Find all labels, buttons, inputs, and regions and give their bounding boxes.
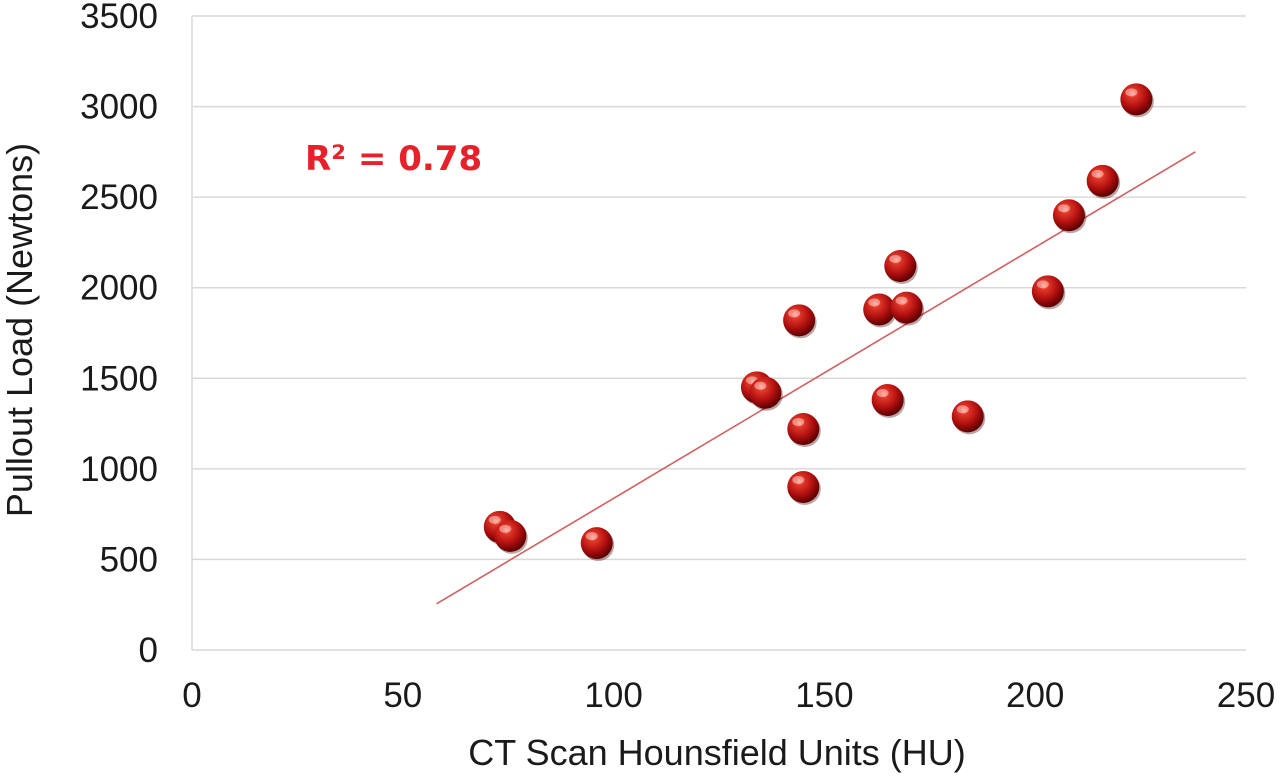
y-tick-label: 2500: [80, 178, 158, 217]
data-point: [1120, 83, 1154, 118]
y-tick-label: 0: [139, 631, 158, 670]
y-tick-label: 1500: [80, 359, 158, 398]
data-point: [749, 376, 783, 411]
x-axis-title: CT Scan Hounsfield Units (HU): [468, 732, 966, 773]
data-point: [783, 304, 817, 339]
data-point: [871, 384, 906, 419]
data-point: [890, 291, 925, 326]
data-point: [494, 519, 528, 554]
data-point: [1031, 275, 1066, 310]
y-tick-label: 500: [100, 540, 158, 579]
y-tick-label: 2000: [80, 269, 158, 308]
x-tick-label: 200: [1006, 676, 1064, 715]
data-point: [951, 400, 986, 435]
axes: 0 500 1000 1500 2000 2500 3000 3500 0 50 100 150 200…: [80, 0, 1275, 715]
data-point: [580, 527, 615, 562]
data-point: [884, 249, 918, 284]
x-tick-label: 100: [584, 676, 642, 715]
y-tick-label: 3500: [80, 0, 158, 36]
y-tick-label: 3000: [80, 88, 158, 127]
data-point: [1086, 164, 1121, 199]
x-tick-label: 0: [182, 676, 201, 715]
r-squared-annotation: R² = 0.78: [305, 139, 482, 179]
x-tick-label: 250: [1217, 676, 1275, 715]
data-point: [863, 293, 897, 328]
x-tick-label: 150: [795, 676, 853, 715]
data-points: [483, 83, 1154, 562]
x-tick-label: 50: [383, 676, 422, 715]
y-axis-title: Pullout Load (Newtons): [0, 143, 40, 517]
data-point: [787, 470, 821, 505]
data-point: [787, 413, 821, 448]
data-point: [1052, 199, 1087, 234]
y-tick-label: 1000: [80, 450, 158, 489]
grid-lines: [192, 15, 1246, 561]
